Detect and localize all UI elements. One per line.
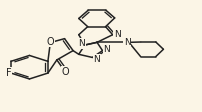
Text: O: O <box>46 37 54 47</box>
Text: O: O <box>61 67 69 77</box>
Text: N: N <box>78 39 85 48</box>
Text: N: N <box>103 45 110 54</box>
Text: N: N <box>113 30 120 39</box>
Text: N: N <box>123 38 130 46</box>
Text: N: N <box>93 55 100 64</box>
Text: F: F <box>6 68 11 78</box>
